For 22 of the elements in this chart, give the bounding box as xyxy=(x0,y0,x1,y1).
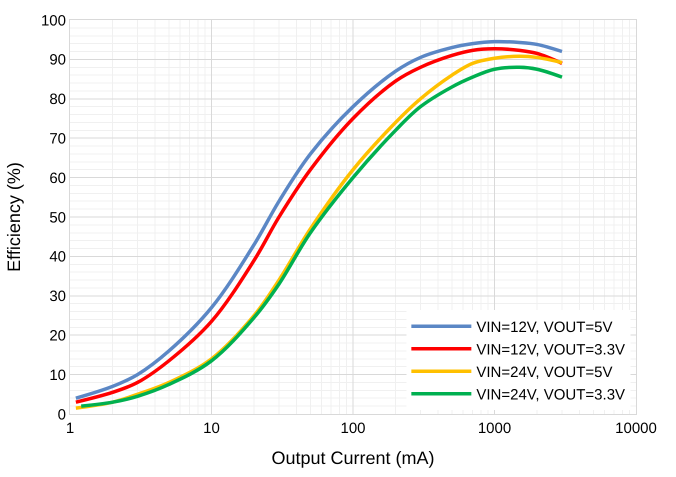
y-tick-label: 10 xyxy=(49,366,66,384)
y-tick-label: 50 xyxy=(49,209,66,226)
y-tick-label: 80 xyxy=(49,91,66,108)
legend-label: VIN=24V, VOUT=3.3V xyxy=(476,386,626,404)
legend-label: VIN=24V, VOUT=5V xyxy=(476,364,613,382)
y-tick-label: 30 xyxy=(49,288,66,306)
y-tick-label: 60 xyxy=(49,170,66,187)
legend-label: VIN=12V, VOUT=3.3V xyxy=(476,342,626,359)
y-tick-label: 70 xyxy=(49,130,66,148)
y-tick-label: 20 xyxy=(49,327,66,344)
y-tick-label: 40 xyxy=(49,248,66,266)
legend-label: VIN=12V, VOUT=5V xyxy=(476,319,613,336)
y-tick-label: 0 xyxy=(58,406,66,424)
x-tick-label: 10 xyxy=(203,420,220,437)
x-tick-label: 1 xyxy=(66,420,74,437)
x-tick-label: 100 xyxy=(340,420,366,437)
x-tick-label: 1000 xyxy=(478,420,512,437)
y-tick-label: 100 xyxy=(40,12,66,30)
y-axis-title: Efficiency (%) xyxy=(4,162,24,272)
x-axis-title: Output Current (mA) xyxy=(271,448,435,468)
x-tick-label: 10000 xyxy=(615,420,657,437)
y-tick-label: 90 xyxy=(49,52,66,69)
